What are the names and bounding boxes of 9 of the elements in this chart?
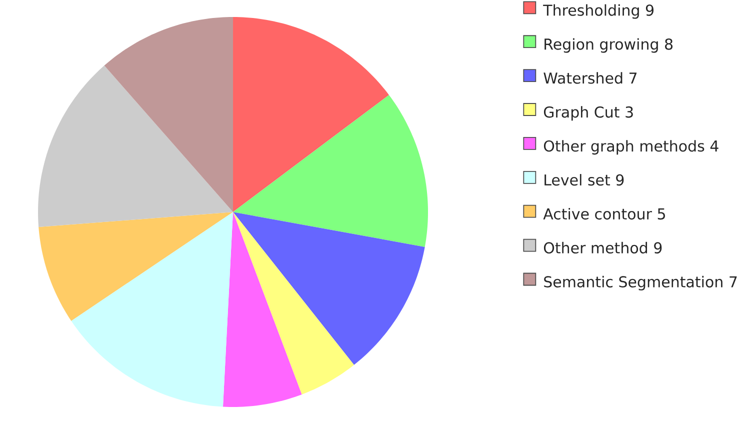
legend-label: Other graph methods 4: [544, 140, 718, 155]
legend-label: Watershed 7: [544, 72, 637, 84]
legend-label: Thresholding 9: [543, 4, 654, 19]
legend-label: Level set 9: [544, 174, 624, 186]
legend-label: Active contour 5: [543, 208, 665, 220]
legend-label: Region growing 8: [544, 38, 673, 53]
legend-label: Semantic Segmentation 7: [544, 276, 737, 290]
legend-label: Other method 9: [544, 242, 662, 254]
legend-label: Graph Cut 3: [544, 106, 633, 121]
